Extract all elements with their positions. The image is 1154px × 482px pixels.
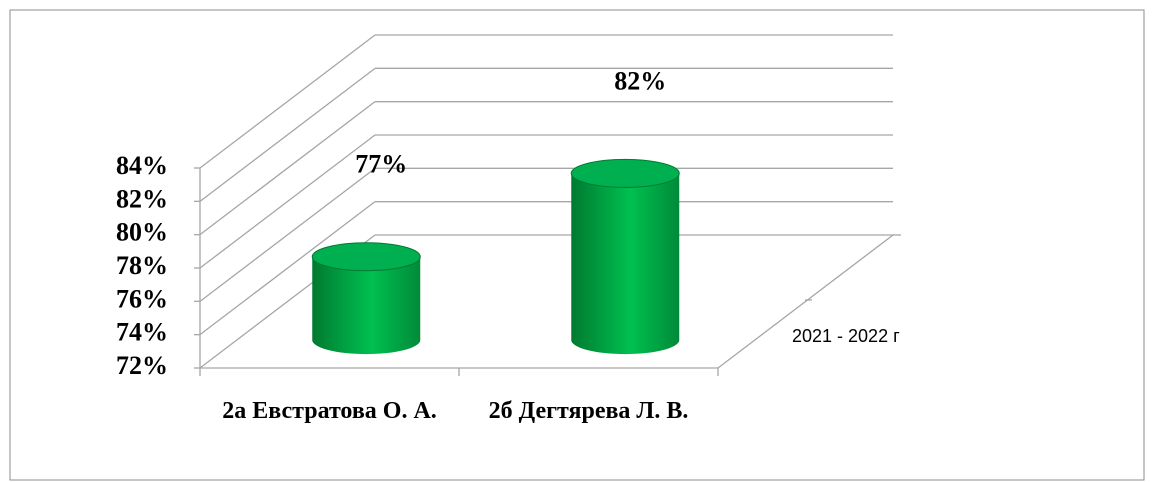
cylinder [312,256,421,355]
y-tick-label: 84% [116,151,168,180]
cylinder-top [311,242,421,272]
y-tick-label: 74% [116,318,168,347]
value-label: 82% [614,66,666,95]
cylinder-top [570,158,680,188]
x-tick-label: 2а Евстратова О. А. [222,398,437,424]
grid-line [199,101,376,236]
y-tick-label: 78% [116,251,168,280]
grid-line [199,201,376,336]
frame [9,9,1145,481]
y-tick-label: 76% [116,284,168,313]
y-tick-label: 72% [116,351,168,380]
bar-group [311,242,421,355]
cylinder [571,173,680,355]
legend-label: 2021 - 2022 г [792,326,900,346]
grid-line [199,167,376,302]
x-tick-label: 2б Дегтярева Л. В. [488,398,689,424]
floor-right [717,234,894,369]
y-tick-label: 80% [116,218,168,247]
grid-line [199,67,376,202]
value-label: 77% [355,150,407,179]
grid-line [199,34,376,169]
y-tick-label: 82% [116,184,168,213]
grid-line [199,134,376,269]
bar-group [570,158,680,355]
